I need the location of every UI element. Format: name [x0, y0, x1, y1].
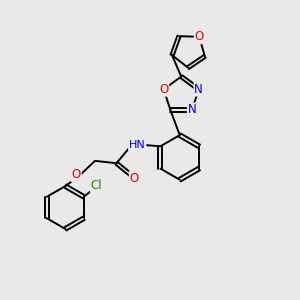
- Text: O: O: [159, 83, 168, 96]
- Text: N: N: [188, 103, 197, 116]
- Text: Cl: Cl: [91, 179, 102, 192]
- Text: HN: HN: [129, 140, 146, 150]
- Text: O: O: [130, 172, 139, 184]
- Text: O: O: [195, 30, 204, 43]
- Text: N: N: [194, 83, 203, 96]
- Text: O: O: [72, 168, 81, 181]
